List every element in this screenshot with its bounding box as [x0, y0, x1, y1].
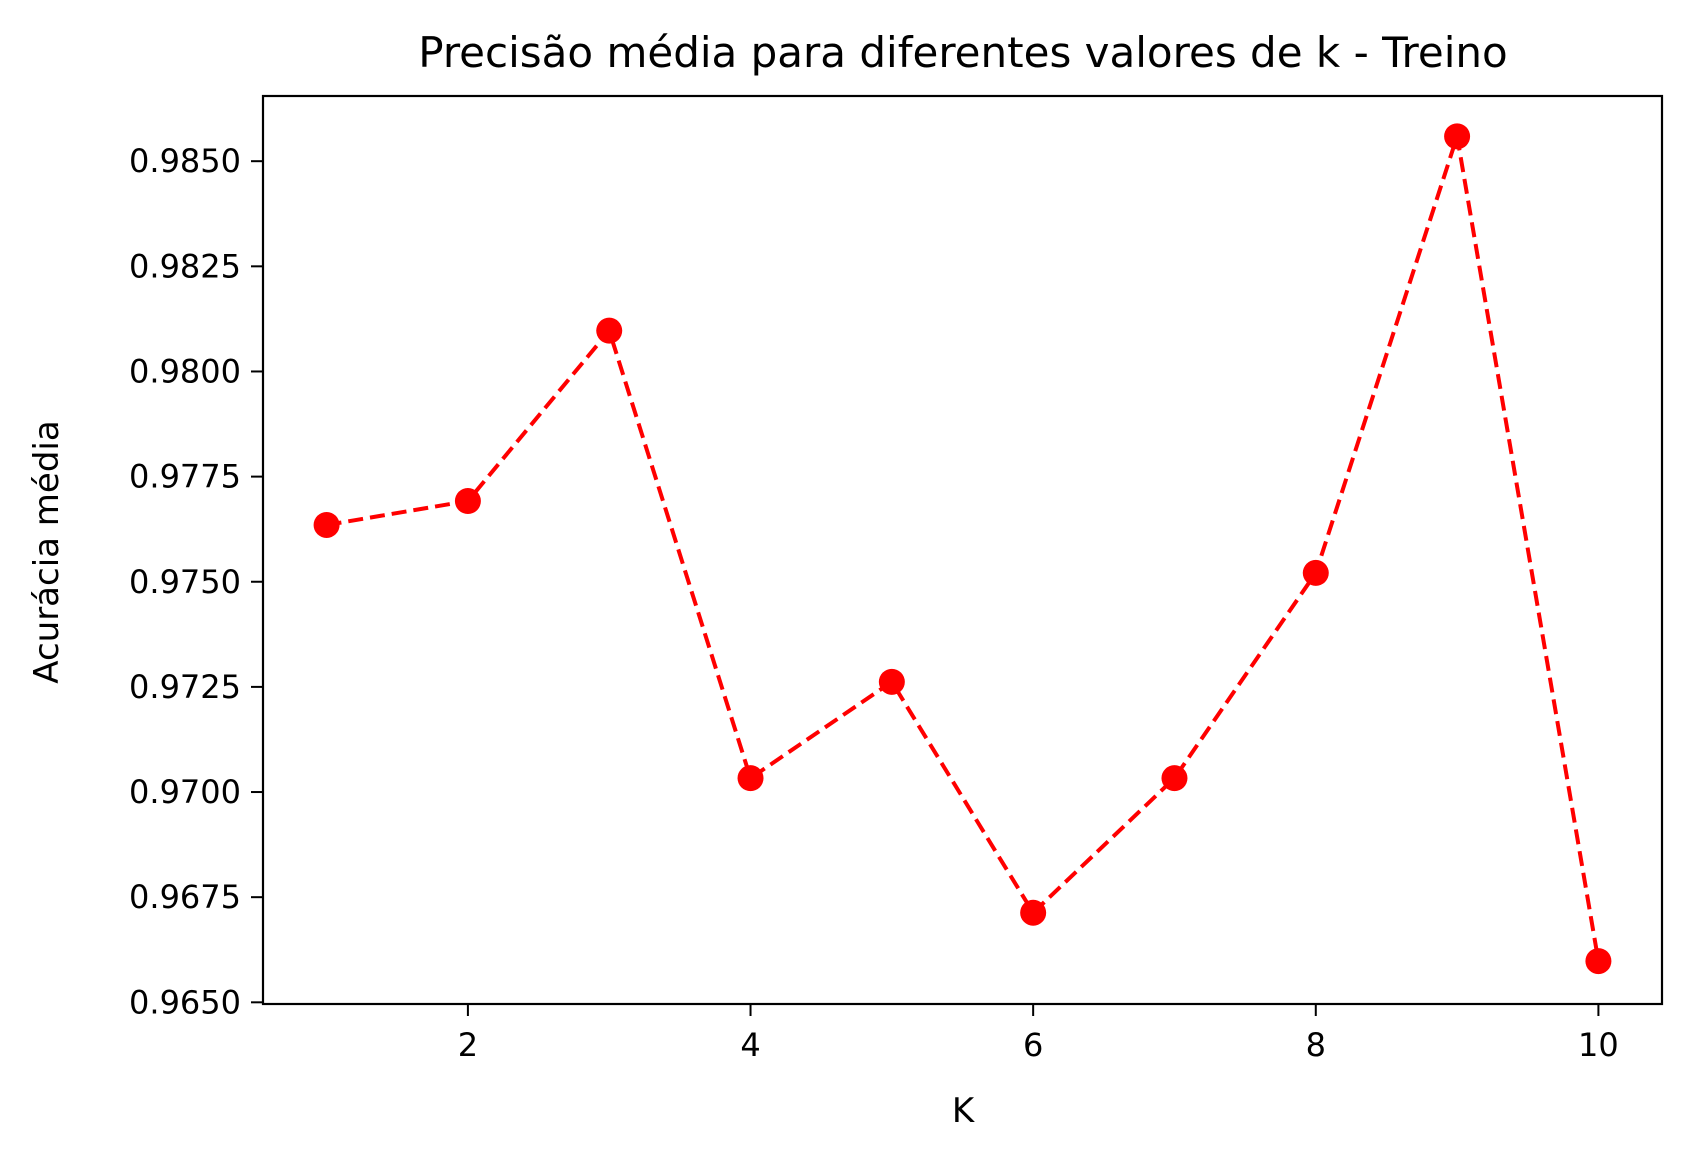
x-tick-label: 10 — [1578, 1026, 1619, 1064]
y-axis-label: Acurácia média — [27, 420, 67, 683]
data-point-k-5 — [878, 668, 905, 695]
data-point-k-9 — [1444, 123, 1471, 150]
x-tick-label: 2 — [458, 1026, 478, 1064]
y-tick-label: 0.9650 — [129, 983, 241, 1021]
y-tick-label: 0.9675 — [129, 878, 241, 916]
y-tick-label: 0.9725 — [129, 668, 241, 706]
data-point-k-1 — [313, 511, 340, 538]
data-point-k-3 — [596, 317, 623, 344]
chart-title: Precisão média para diferentes valores d… — [418, 28, 1507, 77]
x-axis-label: K — [952, 1091, 976, 1131]
data-point-k-7 — [1161, 765, 1188, 792]
data-point-k-8 — [1302, 559, 1329, 586]
labels-layer: Precisão média para diferentes valores d… — [27, 28, 1508, 1131]
plot-frame — [261, 94, 1664, 1006]
x-tick-label: 6 — [1023, 1026, 1043, 1064]
y-tick-label: 0.9750 — [129, 563, 241, 601]
data-point-k-2 — [454, 488, 481, 515]
y-tick-label: 0.9825 — [129, 247, 241, 285]
y-tick-label: 0.9775 — [129, 458, 241, 496]
ticks-layer: 2 4 6 8 10 0.9650 0.9675 0.9700 0.9725 0.9750 0.97… — [129, 142, 1619, 1064]
y-tick-label: 0.9800 — [129, 352, 241, 390]
y-tick-label: 0.9850 — [129, 142, 241, 180]
data-point-k-6 — [1020, 899, 1047, 926]
series-layer — [313, 123, 1612, 975]
x-tick-label: 4 — [740, 1026, 760, 1064]
data-point-k-4 — [737, 765, 764, 792]
series-line — [326, 134, 1601, 962]
x-tick-label: 8 — [1306, 1026, 1326, 1064]
y-tick-label: 0.9700 — [129, 773, 241, 811]
data-point-k-10 — [1585, 948, 1612, 975]
axes-layer — [261, 94, 1664, 1006]
